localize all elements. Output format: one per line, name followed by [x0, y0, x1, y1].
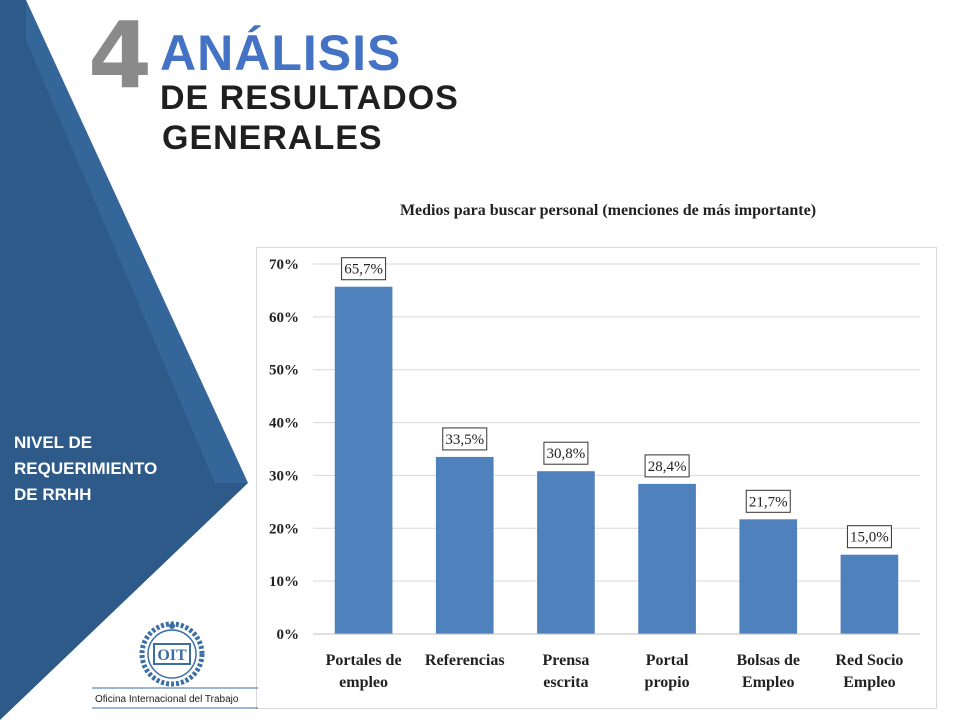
- y-tick-label: 70%: [269, 257, 299, 273]
- bar: [638, 483, 696, 634]
- data-label-box: [442, 427, 488, 451]
- category-label: escrita: [543, 674, 588, 691]
- side-label: NIVEL DE REQUERIMIENTO DE RRHH: [14, 430, 234, 508]
- side-panel: [0, 0, 248, 720]
- category-label: Red Socio: [835, 652, 903, 669]
- logo-caption: Oficina Internacional del Trabajo: [95, 694, 239, 705]
- section-number: 4: [88, 2, 153, 109]
- bar: [435, 456, 494, 634]
- y-tick-label: 0%: [277, 627, 300, 643]
- logo-acronym: OIT: [157, 647, 187, 664]
- y-tick-label: 40%: [269, 416, 299, 432]
- y-tick-label: 20%: [269, 521, 299, 537]
- data-label: 28,4%: [648, 459, 687, 475]
- data-label: 65,7%: [344, 262, 383, 278]
- bar: [537, 471, 595, 634]
- bar: [334, 286, 393, 634]
- y-tick-label: 60%: [269, 310, 299, 326]
- category-label: Prensa: [543, 652, 590, 669]
- category-label: Empleo: [843, 674, 895, 691]
- category-label: propio: [645, 674, 690, 691]
- chart-title: Medios para buscar personal (menciones d…: [399, 202, 817, 219]
- category-label: Portal: [646, 652, 689, 669]
- y-tick-label: 10%: [269, 574, 299, 590]
- side-label-line-3: DE RRHH: [14, 485, 92, 504]
- oit-logo: OIT Oficina Internacional del Trabajo: [92, 621, 258, 709]
- category-label: Referencias: [425, 652, 505, 669]
- category-label: empleo: [339, 674, 388, 691]
- y-tick-label: 50%: [269, 363, 299, 379]
- data-label: 30,8%: [547, 446, 586, 462]
- data-label: 33,5%: [445, 432, 484, 448]
- side-panel-highlight: [26, 0, 248, 483]
- data-label-box: [543, 441, 589, 465]
- data-label-box: [846, 525, 892, 549]
- logo-emblem: OIT: [139, 621, 205, 687]
- data-label: 15,0%: [850, 530, 889, 546]
- category-label: Bolsas de: [736, 652, 800, 669]
- side-label-line-1: NIVEL DE: [14, 433, 93, 452]
- data-label-box: [745, 489, 791, 513]
- side-panel-shape: [0, 0, 248, 720]
- bar: [739, 519, 798, 634]
- bar: [840, 554, 899, 634]
- data-label: 21,7%: [749, 494, 788, 510]
- y-tick-label: 30%: [269, 468, 299, 484]
- title-line-2: DE RESULTADOS: [160, 79, 459, 117]
- category-label: Portales de: [326, 652, 402, 669]
- data-label-box: [341, 257, 387, 281]
- category-label: Empleo: [742, 674, 794, 691]
- side-label-line-2: REQUERIMIENTO: [14, 459, 158, 478]
- data-label-box: [644, 454, 690, 478]
- title-line-3: GENERALES: [162, 119, 383, 157]
- title-line-1: ANÁLISIS: [160, 25, 402, 81]
- bar-chart: 0% 10% 20% 30% 40% 50% 60% 70% 65,7% Portales de e…: [269, 257, 920, 691]
